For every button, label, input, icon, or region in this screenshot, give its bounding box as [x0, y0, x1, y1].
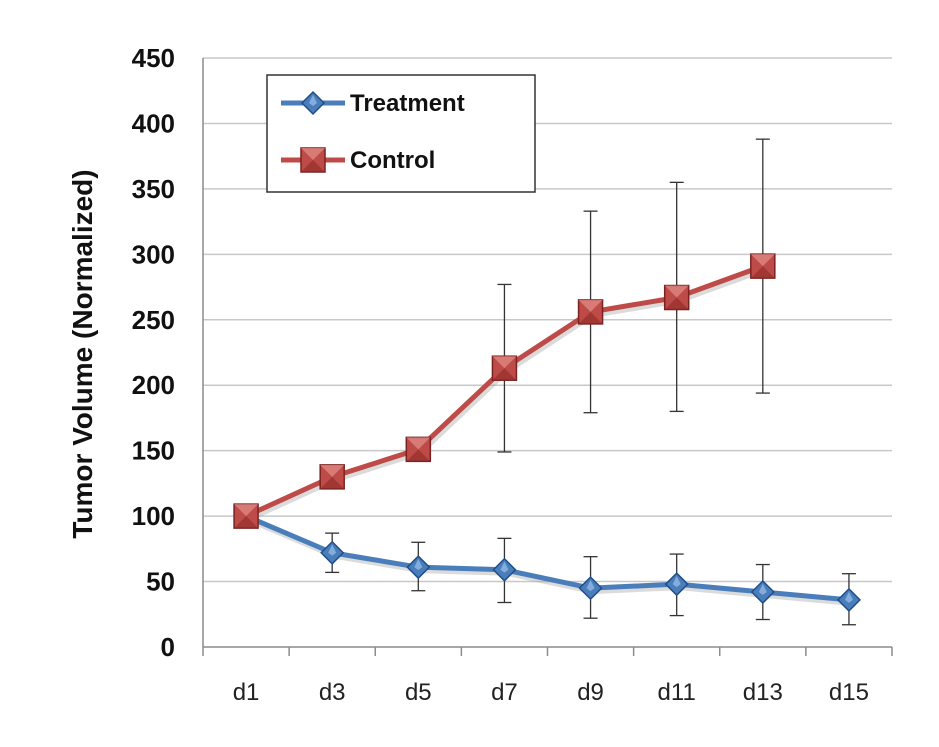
- square-marker-shade: [750, 266, 775, 279]
- square-marker-shade: [406, 449, 431, 462]
- y-tick-label: 0: [161, 632, 175, 662]
- treatment-point: [406, 555, 431, 580]
- square-marker-highlight: [406, 437, 431, 450]
- square-marker-highlight: [301, 148, 325, 160]
- square-marker-shade: [492, 368, 517, 381]
- diamond-marker-highlight: [672, 576, 681, 588]
- square-marker-highlight: [492, 356, 517, 369]
- control-point: [319, 464, 345, 490]
- diamond-marker-highlight: [844, 591, 853, 603]
- square-marker-shade: [664, 297, 689, 310]
- y-tick-label: 100: [132, 501, 175, 531]
- diamond-marker-highlight: [500, 561, 509, 573]
- x-tick-label: d13: [743, 679, 783, 706]
- square-marker-shade: [578, 311, 603, 324]
- legend-item-control: Control: [281, 147, 435, 174]
- square-marker-highlight: [234, 504, 259, 517]
- y-tick-label: 450: [132, 43, 175, 73]
- legend-swatch-marker: [300, 90, 326, 116]
- legend-label: Treatment: [350, 90, 465, 117]
- y-axis-title: Tumor Volume (Normalized): [67, 169, 98, 538]
- legend-swatch-marker: [300, 147, 326, 173]
- treatment-point: [578, 576, 603, 601]
- x-tick-label: d7: [491, 679, 518, 706]
- axes: [202, 58, 893, 656]
- square-marker-highlight: [750, 254, 775, 267]
- y-tick-label: 250: [132, 305, 175, 335]
- treatment-line-shadow: [246, 516, 852, 606]
- square-marker-highlight: [320, 464, 345, 477]
- control-point: [233, 503, 259, 529]
- x-tick-label: d1: [233, 679, 260, 706]
- treatment-point: [750, 579, 775, 605]
- diamond-marker-highlight: [309, 95, 317, 106]
- treatment-point: [320, 540, 345, 565]
- legend: Treatment Control: [266, 74, 536, 193]
- x-tick-label: d5: [405, 679, 432, 706]
- x-tick-label: d11: [658, 679, 696, 706]
- square-marker-shade: [301, 160, 325, 172]
- y-tick-label: 300: [132, 239, 175, 269]
- treatment-point: [492, 557, 517, 582]
- control-point: [663, 284, 690, 311]
- x-tick-label: d15: [829, 679, 869, 706]
- y-tick-label: 400: [132, 108, 175, 138]
- y-tick-label: 350: [132, 174, 175, 204]
- y-tick-label: 150: [132, 436, 175, 466]
- control-point: [405, 436, 432, 463]
- control-point: [577, 299, 604, 325]
- diamond-marker-highlight: [758, 584, 767, 596]
- diamond-marker-highlight: [328, 544, 337, 556]
- diamond-marker-highlight: [414, 559, 423, 571]
- legend-item-treatment: Treatment: [281, 90, 465, 117]
- x-tick-label: d3: [319, 679, 346, 706]
- tick-labels: 0 50 100 150 200 250 300 350 400 450 d1 d3 d5 d7 d9 d11…: [132, 43, 869, 706]
- square-marker-shade: [320, 476, 345, 489]
- legend-label: Control: [350, 147, 435, 174]
- treatment-point: [664, 572, 689, 597]
- square-marker-highlight: [578, 299, 603, 312]
- y-tick-label: 50: [146, 567, 175, 597]
- square-marker-highlight: [664, 285, 689, 298]
- series-markers: [233, 253, 861, 612]
- control-point: [750, 253, 776, 279]
- y-tick-label: 200: [132, 370, 175, 400]
- treatment-line: [245, 513, 850, 603]
- x-tick-label: d9: [577, 679, 604, 706]
- diamond-marker-highlight: [586, 580, 595, 592]
- treatment-point: [836, 587, 861, 612]
- square-marker-shade: [234, 516, 259, 529]
- control-point: [491, 355, 518, 381]
